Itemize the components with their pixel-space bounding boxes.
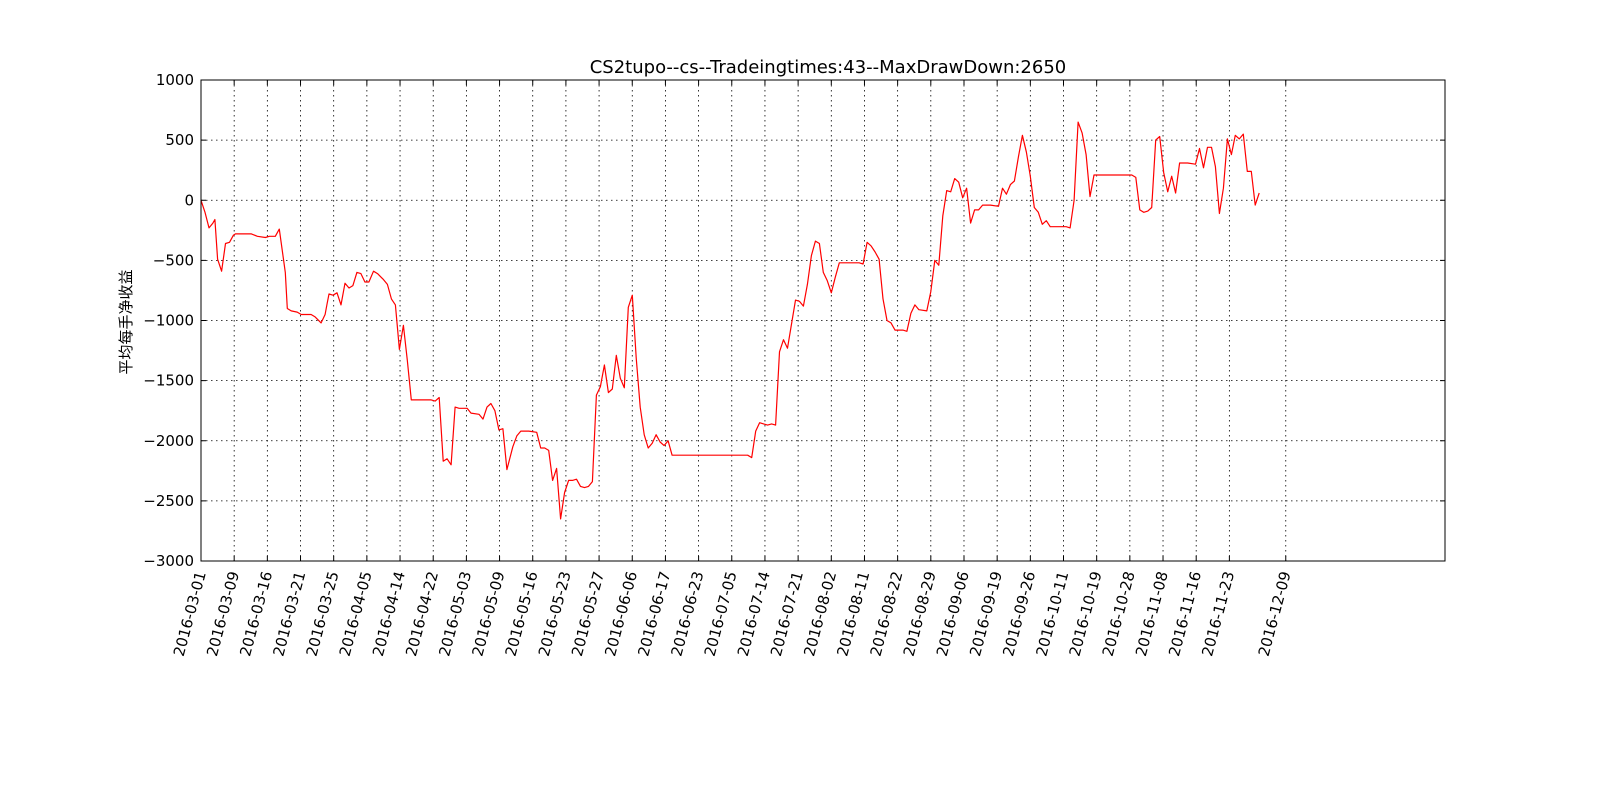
y-tick-label: −1000 <box>143 312 194 330</box>
y-tick-label: −3000 <box>143 552 194 570</box>
y-tick-label: −2500 <box>143 492 194 510</box>
y-tick-label: 0 <box>184 191 194 209</box>
y-tick-label: −500 <box>153 251 194 269</box>
y-tick-label: −1500 <box>143 372 194 390</box>
series-line <box>200 121 1260 520</box>
series-group <box>200 121 1260 520</box>
y-axis-label: 平均每手净收益 <box>117 269 135 374</box>
grid-lines <box>201 80 1445 561</box>
y-tick-label: −2000 <box>143 432 194 450</box>
chart-title: CS2tupo--cs--Tradeingtimes:43--MaxDrawDo… <box>590 57 1067 78</box>
y-tick-label: 1000 <box>156 71 194 89</box>
y-tick-label: 500 <box>165 131 194 149</box>
y-axis-ticks: 1000 500 0 −500 −1000 −1500 −2000 −2500 −3000 <box>143 71 1445 570</box>
